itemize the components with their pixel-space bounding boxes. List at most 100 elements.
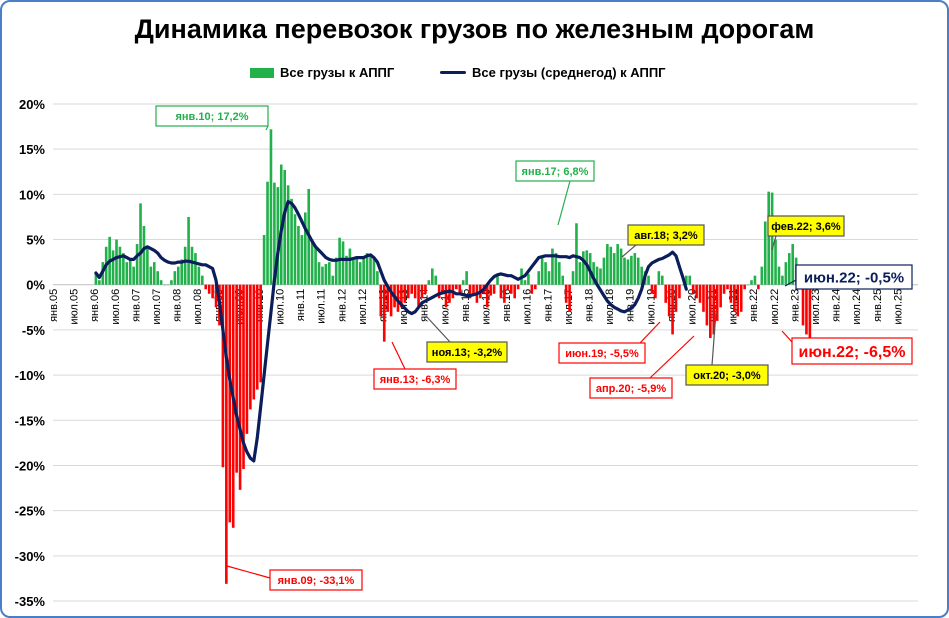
bar: [561, 275, 565, 285]
annotation-box: [685, 364, 769, 386]
bar: [540, 255, 544, 285]
bar: [276, 187, 280, 285]
bar: [444, 284, 448, 308]
bar: [417, 284, 420, 308]
bar: [582, 251, 585, 285]
bar: [688, 275, 692, 285]
bar: [194, 253, 197, 285]
bar: [170, 280, 173, 285]
bar: [427, 280, 431, 285]
bar: [503, 284, 506, 303]
bar: [760, 266, 764, 285]
bar: [709, 284, 712, 339]
bar: [461, 280, 465, 285]
bar: [146, 248, 149, 285]
x-tick-label: янв.12: [336, 289, 348, 322]
annotation-label: янв.10; 17,2%: [175, 111, 248, 123]
legend-swatch-line: [440, 71, 466, 74]
bar: [111, 250, 115, 285]
annotation-leader: [226, 565, 271, 579]
bar: [564, 284, 568, 303]
bar: [283, 169, 287, 285]
bar: [152, 262, 156, 285]
annotation-label: янв.09; -33,1%: [278, 575, 355, 587]
bar: [458, 284, 462, 294]
bar: [149, 266, 153, 285]
x-tick-label: янв.16: [501, 289, 513, 322]
bar: [678, 284, 681, 299]
bar: [636, 257, 640, 285]
bar: [187, 216, 190, 285]
bar: [571, 271, 575, 285]
annotation-box: [373, 368, 457, 390]
bar: [592, 262, 595, 285]
bar: [413, 284, 417, 299]
annotation-box: [558, 342, 646, 364]
bar: [468, 284, 472, 299]
bar: [201, 275, 204, 285]
bar: [382, 284, 386, 342]
bar: [183, 246, 187, 285]
y-tick-label: 20%: [19, 97, 45, 112]
x-tick-label: июл.25: [892, 289, 904, 325]
bar: [705, 284, 709, 326]
bar: [286, 185, 290, 285]
bar: [729, 284, 733, 303]
x-tick-label: июл.06: [110, 289, 122, 325]
annotation-label: июн.19; -5,5%: [565, 348, 639, 360]
bar: [207, 284, 211, 294]
bar: [389, 284, 393, 317]
bar: [609, 246, 613, 285]
x-tick-label: янв.24: [831, 289, 843, 322]
bar: [513, 284, 516, 299]
series-line: [94, 200, 688, 463]
bar: [317, 262, 321, 285]
bar: [180, 259, 184, 285]
bar: [489, 284, 492, 296]
bar: [115, 239, 118, 285]
x-tick-label: июл.16: [522, 289, 534, 325]
bar: [176, 266, 180, 285]
bar: [314, 246, 317, 285]
x-tick-label: янв.25: [872, 289, 884, 322]
bar: [660, 275, 664, 285]
bar: [640, 266, 643, 285]
bar: [619, 248, 623, 285]
bar: [757, 284, 760, 290]
bar: [733, 284, 736, 312]
bar: [122, 253, 125, 285]
x-tick-label: июл.12: [357, 289, 369, 325]
bar: [262, 235, 266, 285]
bar: [715, 284, 719, 321]
bar: [616, 244, 619, 285]
x-tick-label: янв.17: [542, 289, 554, 322]
bar: [266, 181, 269, 285]
annotation-label: окт.20; -3,0%: [693, 370, 761, 382]
bar: [297, 225, 300, 285]
bar: [781, 275, 784, 285]
bar: [801, 284, 805, 326]
x-tick-label: янв.11: [295, 289, 307, 321]
y-tick-label: -15%: [15, 413, 46, 428]
bar: [455, 284, 458, 290]
bar: [472, 284, 475, 294]
bar: [492, 284, 496, 294]
x-tick-label: янв.23: [789, 289, 801, 322]
annotation-label: фев.22; 3,6%: [771, 221, 841, 233]
bar: [321, 266, 324, 285]
bar: [808, 284, 812, 344]
bar: [633, 253, 637, 285]
annotation-leader: [649, 335, 695, 379]
bar: [623, 257, 626, 285]
bar: [424, 284, 427, 294]
annotation-leader: [781, 330, 793, 343]
bar: [249, 284, 252, 410]
bar: [767, 191, 770, 285]
bar: [190, 246, 194, 285]
y-tick-label: 10%: [19, 187, 45, 202]
annotation-leader: [391, 341, 406, 370]
bar: [211, 284, 214, 299]
bar: [654, 284, 657, 299]
bar: [578, 262, 582, 285]
bar: [252, 284, 256, 400]
